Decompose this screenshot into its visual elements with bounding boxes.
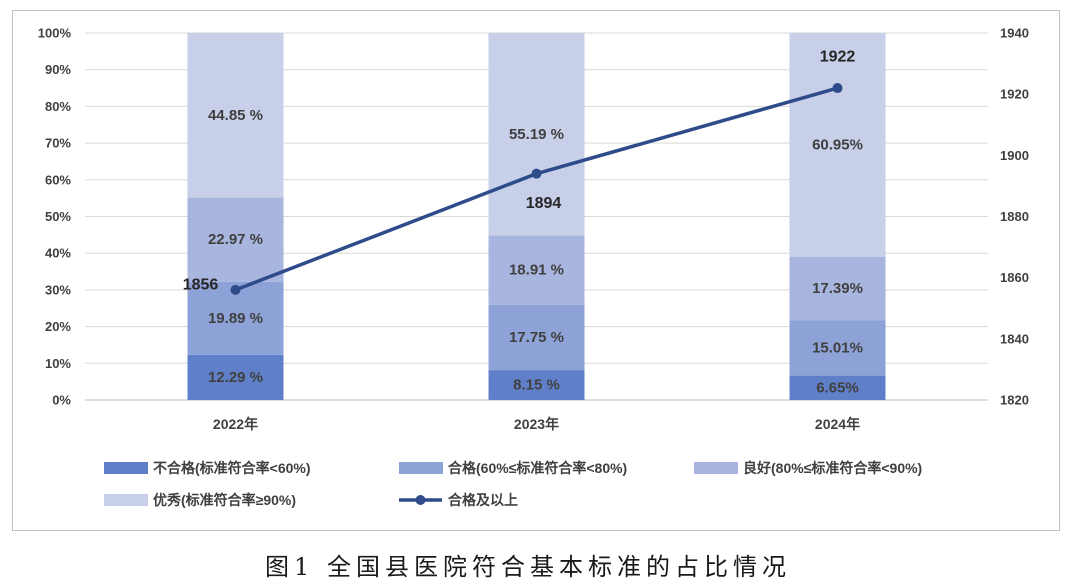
bar-data-label: 17.39%: [812, 280, 863, 297]
bar-data-label: 44.85 %: [208, 107, 263, 124]
x-category-label: 2022年: [213, 416, 258, 432]
bar-segment: [488, 235, 585, 305]
legend-swatch: [399, 462, 443, 474]
bar-segment: [488, 33, 585, 236]
y-left-tick-label: 20%: [45, 319, 71, 334]
bar-segment: [187, 197, 284, 282]
y-left-tick-label: 50%: [45, 209, 71, 224]
y-left-tick-label: 10%: [45, 356, 71, 371]
plot-area: 0% 10% 20% 30% 40% 50% 60% 70% 80% 90% 100% 1820 184…: [38, 26, 1029, 433]
y-right-tick-label: 1920: [1000, 87, 1029, 102]
bar-data-label: 8.15 %: [513, 377, 560, 394]
bar-data-label: 60.95%: [812, 136, 863, 153]
bar-data-label: 6.65%: [816, 379, 859, 396]
bar-segment: [789, 33, 886, 257]
y-right-tick-label: 1860: [1000, 270, 1029, 285]
legend-label: 良好(80%≤标准符合率<90%): [743, 460, 922, 476]
bar-data-label: 17.75 %: [509, 329, 564, 346]
legend-label: 合格(60%≤标准符合率<80%): [448, 460, 627, 476]
line-data-label: 1894: [526, 195, 562, 212]
x-category-label: 2023年: [514, 416, 559, 432]
y-right-tick-label: 1900: [1000, 148, 1029, 163]
bar-data-label: 18.91 %: [509, 262, 564, 279]
bar-segment: [187, 33, 284, 198]
x-category-label: 2024年: [815, 416, 860, 432]
line-data-label: 1856: [183, 276, 219, 293]
legend-point-marker: [415, 495, 426, 505]
y-left-tick-label: 0%: [52, 393, 71, 408]
bar-data-label: 12.29 %: [208, 369, 263, 386]
y-right-tick-label: 1840: [1000, 331, 1029, 346]
y-right-tick-label: 1880: [1000, 209, 1029, 224]
bar-data-label: 15.01%: [812, 340, 863, 357]
figure-caption: 图1 全国县医院符合基本标准的占比情况: [265, 553, 791, 581]
bar-segment: [789, 375, 886, 400]
legend-label: 合格及以上: [448, 492, 518, 508]
bar-data-label: 55.19 %: [509, 126, 564, 143]
line-point: [832, 83, 843, 94]
bar-segment: [789, 320, 886, 376]
legend-swatch: [104, 462, 148, 474]
y-right-tick-label: 1820: [1000, 393, 1029, 408]
bar-data-label: 22.97 %: [208, 231, 263, 248]
legend-label: 不合格(标准符合率<60%): [153, 460, 311, 476]
line-data-label: 1922: [820, 49, 856, 66]
bar-segment: [488, 304, 585, 371]
line-point: [230, 284, 241, 295]
y-left-tick-label: 30%: [45, 282, 71, 297]
y-left-tick-label: 100%: [38, 26, 72, 41]
bar-segment: [488, 370, 585, 400]
legend-label: 优秀(标准符合率≥90%): [153, 492, 296, 508]
y-left-tick-label: 90%: [45, 62, 71, 77]
y-left-tick-label: 80%: [45, 99, 71, 114]
y-left-tick-label: 60%: [45, 172, 71, 187]
y-left-tick-label: 70%: [45, 136, 71, 151]
legend-swatch: [694, 462, 738, 474]
line-point: [531, 168, 542, 179]
legend: 不合格(标准符合率<60%) 合格(60%≤标准符合率<80%) 良好(80%≤标准…: [104, 460, 922, 508]
y-left-tick-label: 40%: [45, 246, 71, 261]
bar-segment: [187, 354, 284, 400]
y-right-tick-label: 1940: [1000, 26, 1029, 41]
bar-segment: [789, 256, 886, 321]
legend-swatch: [104, 494, 148, 506]
bar-data-label: 19.89 %: [208, 310, 263, 327]
